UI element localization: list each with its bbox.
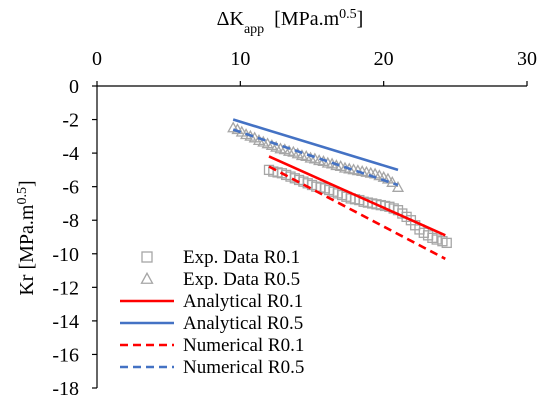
legend-marker <box>141 251 153 263</box>
legend-label: Analytical R0.1 <box>183 291 303 312</box>
y-tick-label: -14 <box>52 311 79 333</box>
x-tick-label: 30 <box>517 48 537 70</box>
analytical-r05-line <box>232 118 399 172</box>
y-tick-label: -2 <box>62 110 79 132</box>
legend-marker <box>140 271 154 284</box>
y-tick-label: -4 <box>62 143 79 165</box>
x-tick-label: 20 <box>374 48 394 70</box>
legend-label: Numerical R0.1 <box>183 335 304 356</box>
y-tick-label: 0 <box>69 76 79 98</box>
exp-r05-marker <box>386 175 399 187</box>
legend-label: Numerical R0.5 <box>183 357 304 378</box>
x-axis-title-units-end: ] <box>357 8 364 30</box>
y-axis-title-sup: 0.5 <box>15 187 30 205</box>
x-axis-title-units-sup: 0.5 <box>339 7 357 22</box>
x-axis-title-sub: app <box>244 22 264 37</box>
y-tick-label: -18 <box>52 378 79 399</box>
analytical-r01-line <box>268 155 446 237</box>
numerical-r01-line <box>268 165 446 260</box>
x-axis-title-units: [MPa.m <box>264 8 339 30</box>
y-axis-title-main: Kr [MPa.m <box>16 204 38 296</box>
x-axis-title-main: ΔK <box>217 8 245 30</box>
exp-r01-marker <box>441 237 452 249</box>
y-tick-label: -6 <box>62 177 79 199</box>
x-axis-title: ΔKapp [MPa.m0.5] <box>217 7 364 37</box>
y-tick-label: -16 <box>52 344 79 366</box>
exp-r05-marker <box>391 180 405 192</box>
y-axis-title: Kr [MPa.m0.5] <box>15 180 39 295</box>
legend-label: Exp. Data R0.1 <box>183 247 300 268</box>
legend-label: Exp. Data R0.5 <box>183 269 300 290</box>
plot-area <box>227 118 452 260</box>
numerical-r05-line <box>232 128 399 187</box>
axes: 0 10 20 30 0 -2 -4 -6 -8 -10 -12 -14 -16 -18 <box>52 48 537 399</box>
x-tick-label: 10 <box>230 48 250 70</box>
exp-r01-marker <box>431 234 442 245</box>
y-tick-label: -10 <box>52 244 79 266</box>
y-axis-title-end: ] <box>16 180 38 187</box>
y-tick-label: -8 <box>62 210 79 232</box>
legend-label: Analytical R0.5 <box>183 313 303 334</box>
y-tick-label: -12 <box>52 277 79 299</box>
x-tick-label: 0 <box>92 48 102 70</box>
